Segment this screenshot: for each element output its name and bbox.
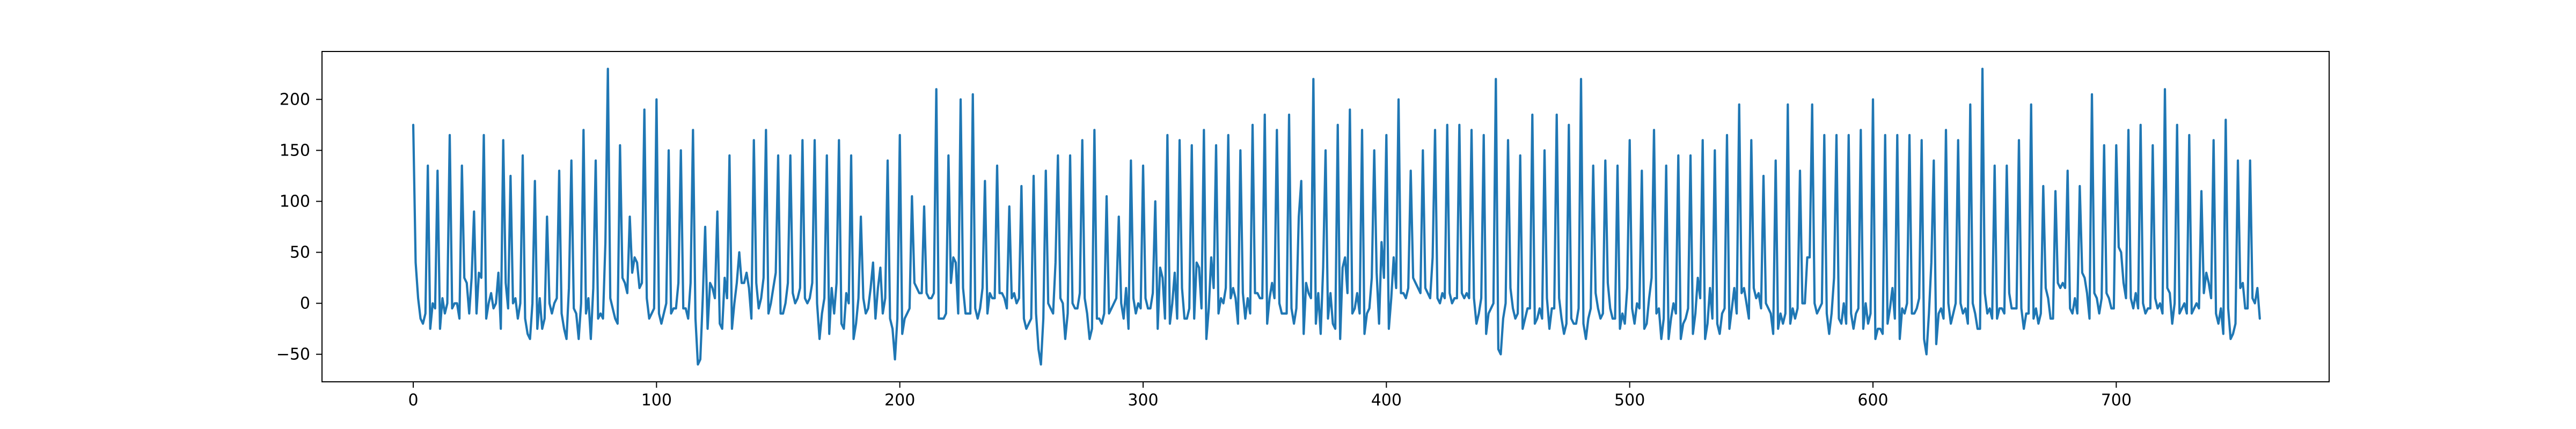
y-tick-label: 100 [280, 192, 310, 211]
x-tick-label: 300 [1128, 391, 1158, 410]
plot-frame [321, 51, 2330, 382]
x-tick-label: 100 [641, 391, 672, 410]
x-tick-label: 500 [1614, 391, 1645, 410]
y-tick-label: 0 [300, 294, 310, 313]
x-axis: 0 100 200 300 400 500 600 700 [408, 382, 2132, 410]
series-line [412, 68, 2261, 366]
x-tick-label: 700 [2101, 391, 2132, 410]
x-tick-label: 0 [408, 391, 418, 410]
y-tick-label: 150 [280, 141, 310, 160]
y-tick-label: 200 [280, 90, 310, 109]
x-tick-label: 400 [1371, 391, 1402, 410]
x-tick-label: 600 [1857, 391, 1888, 410]
x-tick-label: 200 [884, 391, 915, 410]
y-axis: −50 0 50 100 150 200 [276, 90, 322, 364]
y-tick-label: −50 [276, 345, 310, 364]
y-tick-label: 50 [290, 243, 310, 262]
